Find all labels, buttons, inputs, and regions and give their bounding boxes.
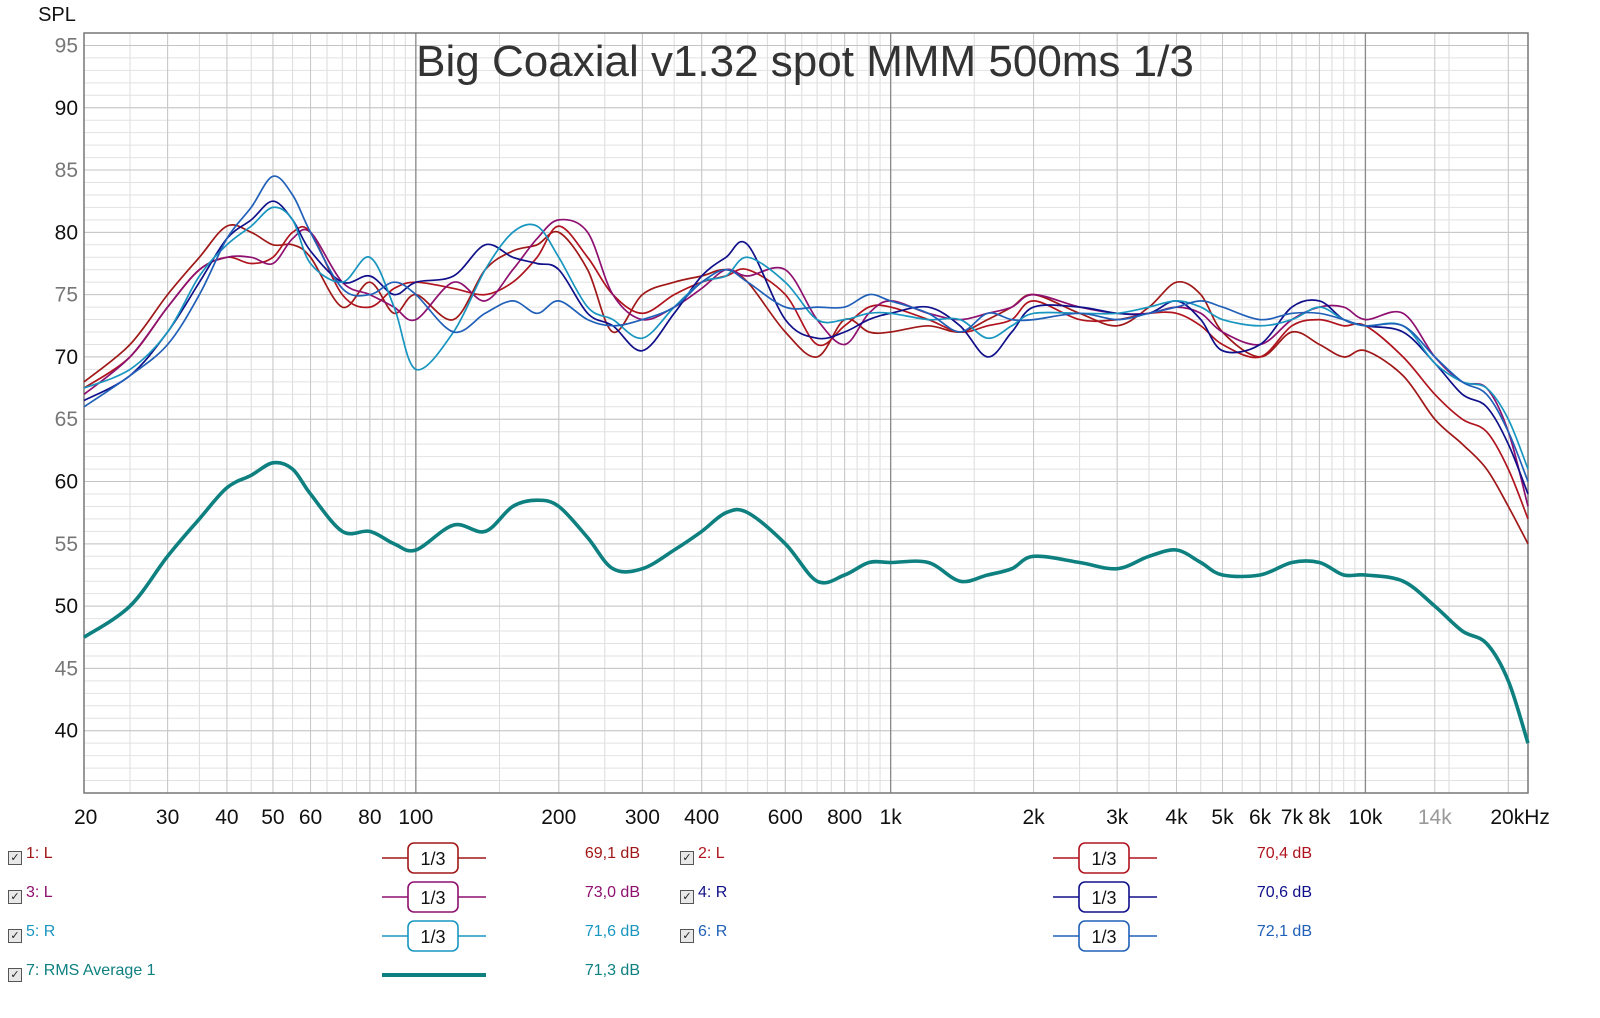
legend-series-level: 72,1 dB: [1256, 923, 1312, 940]
y-tick-labels: 40 45 50 55 60 65 70 75 80 85 90 95: [55, 34, 78, 742]
x-tick-label: 30: [156, 806, 179, 829]
legend-series-level: 69,1 dB: [584, 845, 640, 862]
legend-series-level: 71,6 dB: [584, 923, 640, 940]
y-tick-label: 95: [55, 34, 78, 57]
smoothing-badge: [407, 842, 459, 874]
series-line-3: [83, 218, 1529, 507]
smoothing-badge: [407, 881, 459, 913]
series-lines: [82, 175, 1530, 744]
x-tick-label: 600: [768, 806, 803, 829]
y-tick-label: 60: [55, 471, 78, 494]
major-gridlines: [83, 33, 1528, 793]
x-tick-labels: 20 30 40 50 60 80 100 200 300 400 600 800 1k 2k 3k 4k 5k…: [74, 806, 1550, 829]
x-tick-label: 1k: [880, 806, 903, 829]
smoothing-badge: [1078, 881, 1130, 913]
legend-series-level: 73,0 dB: [584, 884, 640, 901]
series-visibility-checkbox[interactable]: ✓: [8, 968, 22, 982]
legend: ✓ 1: L 69,1 dB 1/3 ✓ 2: L 70,4 dB 1/3 ✓ 3: L 73,0 …: [0, 842, 1600, 1015]
series-visibility-checkbox[interactable]: ✓: [680, 851, 694, 865]
smoothing-badge-label: 1/3: [1091, 927, 1116, 947]
y-tick-label: 45: [55, 657, 78, 680]
y-tick-label: 80: [55, 221, 78, 244]
chart-title: Big Coaxial v1.32 spot MMM 500ms 1/3: [416, 37, 1194, 86]
x-tick-label: 60: [299, 806, 322, 829]
x-tick-label: 5k: [1211, 806, 1234, 829]
legend-series-name: 6: R: [698, 923, 728, 940]
x-tick-label: 80: [358, 806, 381, 829]
y-tick-label: 90: [55, 97, 78, 120]
legend-line-symbol: 1/3: [1053, 920, 1157, 952]
smoothing-badge-label: 1/3: [420, 888, 445, 908]
x-tick-label: 14k: [1418, 806, 1452, 829]
legend-line-symbol: 1/3: [382, 920, 486, 952]
x-tick-label: 200: [541, 806, 576, 829]
series-line-1: [83, 224, 1529, 545]
x-tick-label: 300: [625, 806, 660, 829]
y-tick-label: 75: [55, 284, 78, 307]
x-tick-label: 400: [684, 806, 719, 829]
legend-series-level: 70,4 dB: [1256, 845, 1312, 862]
x-tick-label: 40: [215, 806, 238, 829]
legend-series-name: 1: L: [26, 845, 53, 862]
legend-series-name: 2: L: [698, 845, 725, 862]
x-tick-label: 20: [74, 806, 97, 829]
legend-line-symbol: 1/3: [382, 842, 486, 874]
minor-gridlines: [83, 33, 1528, 793]
y-tick-label: 55: [55, 533, 78, 556]
x-tick-label: 100: [398, 806, 433, 829]
y-tick-label: 65: [55, 408, 78, 431]
smoothing-badge: [1078, 842, 1130, 874]
y-tick-label: 50: [55, 595, 78, 618]
x-tick-label: 3k: [1106, 806, 1129, 829]
x-tick-label: 10k: [1348, 806, 1382, 829]
series-line-5: [83, 206, 1529, 470]
series-visibility-checkbox[interactable]: ✓: [680, 929, 694, 943]
smoothing-badge-label: 1/3: [1091, 849, 1116, 869]
y-tick-label: 40: [55, 720, 78, 743]
x-tick-label: 7k: [1281, 806, 1304, 829]
series-line-6: [83, 175, 1529, 482]
legend-series-name: 3: L: [26, 884, 53, 901]
y-tick-label: 70: [55, 346, 78, 369]
x-tick-label: 800: [827, 806, 862, 829]
legend-series-name: 5: R: [26, 923, 56, 940]
x-tick-label: 50: [261, 806, 284, 829]
legend-line-symbol: 1/3: [1053, 881, 1157, 913]
series-visibility-checkbox[interactable]: ✓: [8, 929, 22, 943]
legend-line-symbol: 1/3: [382, 881, 486, 913]
smoothing-badge-label: 1/3: [1091, 888, 1116, 908]
legend-line-symbol: [382, 973, 486, 977]
legend-series-level: 71,3 dB: [584, 962, 640, 979]
series-visibility-checkbox[interactable]: ✓: [8, 890, 22, 904]
x-tick-label: 2k: [1022, 806, 1045, 829]
series-visibility-checkbox[interactable]: ✓: [680, 890, 694, 904]
series-line-7: [82, 460, 1530, 744]
x-tick-label: 20kHz: [1490, 806, 1550, 829]
smoothing-badge-label: 1/3: [420, 927, 445, 947]
y-axis-label: SPL: [38, 4, 76, 26]
smoothing-badge-label: 1/3: [420, 849, 445, 869]
series-visibility-checkbox[interactable]: ✓: [8, 851, 22, 865]
y-tick-label: 85: [55, 159, 78, 182]
x-tick-label: 8k: [1308, 806, 1331, 829]
legend-series-name: 4: R: [698, 884, 728, 901]
series-line-4: [83, 200, 1529, 495]
smoothing-badge: [407, 920, 459, 952]
x-tick-label: 6k: [1249, 806, 1272, 829]
legend-series-level: 70,6 dB: [1256, 884, 1312, 901]
legend-series-name: 7: RMS Average 1: [26, 962, 156, 979]
x-tick-label: 4k: [1165, 806, 1188, 829]
plot-frame: [83, 32, 1529, 794]
legend-line-symbol: 1/3: [1053, 842, 1157, 874]
smoothing-badge: [1078, 920, 1130, 952]
